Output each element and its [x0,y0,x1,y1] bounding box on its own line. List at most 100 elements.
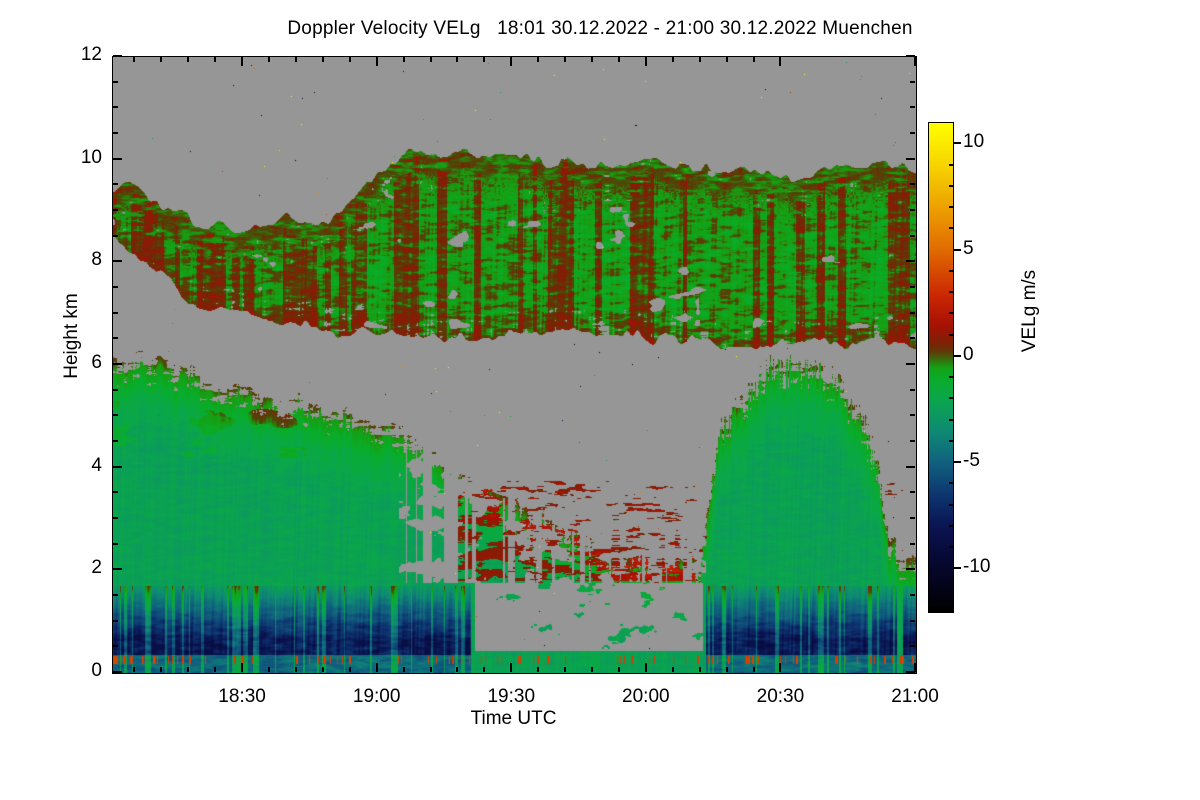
x-axis-tick-minor [456,667,459,672]
y-axis-tick-minor [113,337,118,340]
colorbar-tick-minor [949,546,953,549]
colorbar-tick-minor [949,418,953,421]
x-axis-tick-minor [321,57,324,62]
x-axis-tick-major [779,57,782,66]
y-axis-tick-minor [113,542,118,545]
y-axis-tick-minor [910,337,915,340]
x-axis-tick-minor [725,667,728,672]
colorbar-tick-label: 0 [963,343,974,365]
colorbar-tick-minor [949,482,953,485]
x-axis-tick-major [914,57,916,66]
y-axis-tick-minor [910,440,915,442]
plot-area[interactable] [112,56,917,674]
y-axis-tick-major [113,55,122,57]
x-axis-tick-minor [483,57,486,62]
x-axis-tick-minor [752,667,755,672]
x-axis-tick-minor [617,667,620,672]
colorbar-tick-major [953,567,961,570]
colorbar-gradient [929,123,953,612]
y-axis-tick-major [906,671,915,673]
colorbar-tick-label: -10 [963,556,991,578]
y-axis-tick-minor [910,286,915,288]
y-axis-tick-major [113,568,122,571]
y-axis-tick-minor [113,388,118,391]
timeheight-heatmap-canvas[interactable] [113,57,916,673]
y-axis-tick-minor [910,183,915,186]
x-axis-tick-minor [671,57,674,62]
y-axis-tick-major [906,363,915,365]
x-axis-tick-minor [752,57,755,62]
y-axis-tick-minor [113,645,118,648]
x-axis-tick-major [644,663,647,672]
y-axis-tick-minor [113,440,118,442]
x-axis-tick-minor [591,667,593,672]
y-axis-tick-major [113,157,122,160]
colorbar-tick-minor [949,312,953,315]
colorbar-tick-major [953,248,961,251]
y-axis-tick-minor [910,414,915,417]
y-axis-tick-minor [113,311,118,314]
x-axis-tick-minor [429,57,432,62]
x-axis-tick-minor [133,57,136,62]
x-axis-tick-minor [725,57,728,62]
colorbar-tick-major [953,354,961,357]
y-axis-tick-minor [113,183,118,186]
y-axis-tick-minor [113,594,118,596]
x-axis-title: Time UTC [470,708,557,729]
y-axis-tick-label: 0 [91,660,102,681]
colorbar-tick-major [953,142,961,145]
x-axis-tick-minor [348,667,351,672]
x-axis-tick-minor [294,667,297,672]
y-axis-tick-minor [910,132,915,134]
y-axis-tick-major [906,568,915,571]
x-axis-tick-minor [537,57,540,62]
x-axis-tick-minor [698,667,701,672]
x-axis-tick-minor [537,667,540,672]
x-axis-tick-label: 19:30 [487,686,536,707]
x-axis-tick-major [779,663,782,672]
y-axis-tick-minor [910,80,915,83]
y-axis-tick-major [906,260,915,263]
x-axis-tick-minor [133,667,136,672]
y-axis-tick-minor [910,619,915,622]
x-axis-tick-minor [564,667,567,672]
x-axis-tick-minor [160,57,163,62]
y-axis-tick-label: 12 [80,44,102,65]
y-axis-tick-label: 10 [80,146,102,168]
y-axis-tick-major [906,55,915,57]
x-axis-tick-label: 20:30 [756,686,805,707]
x-axis-tick-label: 21:00 [891,686,939,707]
x-axis-tick-minor [698,57,701,62]
y-axis-tick-minor [910,209,915,211]
y-axis-tick-minor [910,645,915,648]
x-axis-tick-label: 19:00 [352,686,401,707]
colorbar-tick-minor [949,376,953,379]
y-axis-tick-minor [910,311,915,314]
y-axis-tick-minor [113,414,118,417]
colorbar-tick-minor [949,227,953,230]
colorbar-tick-minor [949,397,953,400]
x-axis-tick-minor [483,667,486,672]
x-axis-tick-major [644,57,647,66]
colorbar-tick-minor [949,291,953,294]
y-axis-tick-minor [113,491,118,494]
y-axis-tick-label: 2 [91,557,102,579]
colorbar-tick-minor [949,503,953,506]
x-axis-tick-minor [348,57,351,62]
y-axis-tick-minor [113,234,118,237]
y-axis-tick-minor [910,594,915,596]
x-axis-tick-major [510,57,513,66]
y-axis-tick-minor [113,80,118,83]
x-axis-tick-minor [402,57,405,62]
x-axis-tick-minor [456,57,459,62]
colorbar-tick-major [953,461,961,464]
y-axis-tick-minor [113,106,118,109]
y-axis-title: Height km [61,293,82,379]
x-axis-tick-minor [429,667,432,672]
y-axis-tick-minor [113,517,118,519]
y-axis-tick-major [113,363,122,365]
x-axis-tick-major [241,57,244,66]
colorbar[interactable] [928,122,954,613]
x-axis-tick-minor [160,667,163,672]
x-axis-tick-minor [321,667,324,672]
